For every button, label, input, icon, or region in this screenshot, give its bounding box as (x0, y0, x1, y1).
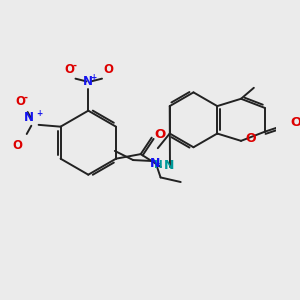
Text: N: N (83, 75, 93, 88)
Text: O: O (290, 116, 300, 129)
Text: -: - (73, 60, 76, 70)
Text: H: H (154, 160, 163, 170)
Text: O: O (154, 128, 166, 141)
Text: +: + (36, 110, 43, 118)
Text: O: O (246, 132, 256, 145)
Text: O: O (15, 95, 25, 108)
Text: O: O (13, 140, 22, 152)
Text: O: O (64, 63, 74, 76)
Text: N: N (24, 111, 34, 124)
Text: N: N (150, 157, 160, 170)
Text: -: - (24, 93, 28, 103)
Text: N: N (164, 159, 174, 172)
Text: O: O (103, 63, 113, 76)
Text: +: + (90, 73, 96, 82)
